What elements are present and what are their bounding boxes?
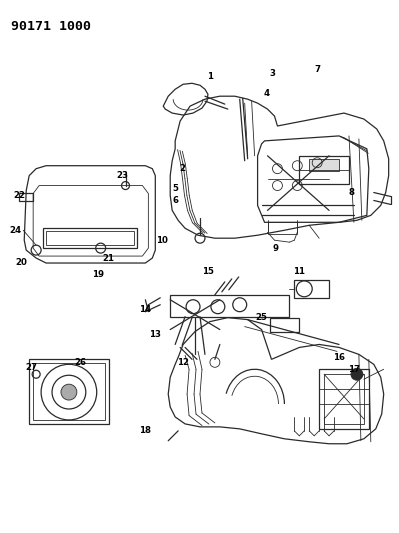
Text: 3: 3 — [269, 69, 275, 78]
Bar — [309, 159, 339, 171]
Bar — [319, 369, 369, 429]
Text: 2: 2 — [179, 164, 185, 173]
Text: 20: 20 — [15, 257, 27, 266]
Text: 6: 6 — [172, 196, 178, 205]
Bar — [299, 156, 349, 183]
Text: 5: 5 — [172, 184, 178, 193]
Text: 25: 25 — [256, 313, 267, 322]
Text: 11: 11 — [293, 268, 305, 277]
Text: 26: 26 — [75, 358, 87, 367]
Bar — [294, 280, 329, 298]
Bar — [43, 228, 137, 248]
Text: 21: 21 — [103, 254, 115, 263]
Text: 4: 4 — [263, 88, 270, 98]
Text: 90171 1000: 90171 1000 — [11, 20, 91, 33]
Text: 10: 10 — [156, 236, 168, 245]
Text: 1: 1 — [207, 72, 213, 81]
Text: 9: 9 — [273, 244, 279, 253]
Text: 12: 12 — [177, 358, 189, 367]
Bar — [33, 364, 105, 420]
Text: 19: 19 — [92, 270, 104, 279]
Circle shape — [351, 368, 363, 380]
Text: 22: 22 — [13, 191, 25, 200]
Text: 24: 24 — [9, 226, 22, 235]
Circle shape — [61, 384, 77, 400]
Bar — [29, 359, 109, 424]
Text: 17: 17 — [348, 365, 360, 374]
Text: 15: 15 — [202, 268, 214, 277]
Text: 27: 27 — [25, 363, 37, 372]
Text: 18: 18 — [139, 426, 151, 435]
Bar — [267, 222, 297, 234]
Bar — [269, 318, 299, 332]
Bar — [19, 192, 33, 201]
Text: 14: 14 — [139, 305, 152, 314]
Bar — [170, 295, 289, 317]
Text: 13: 13 — [149, 330, 161, 339]
Text: 23: 23 — [117, 171, 128, 180]
Text: 16: 16 — [333, 353, 345, 362]
Bar — [324, 374, 364, 424]
Text: 8: 8 — [349, 188, 355, 197]
Bar — [46, 231, 134, 245]
Text: 7: 7 — [314, 65, 320, 74]
